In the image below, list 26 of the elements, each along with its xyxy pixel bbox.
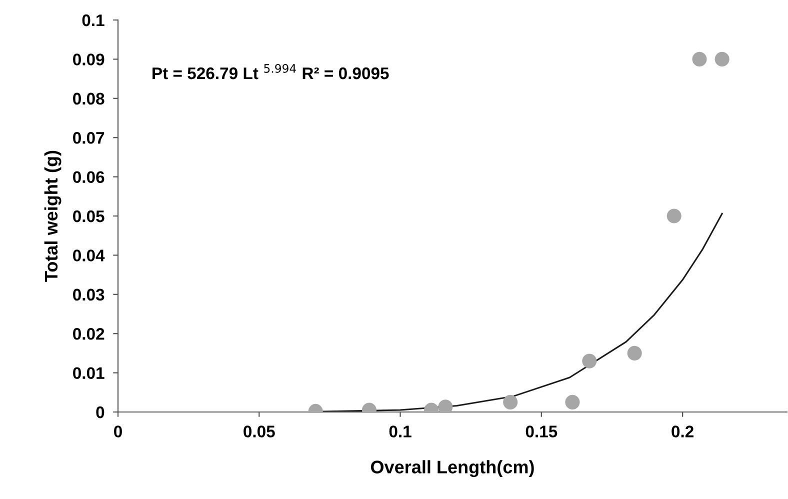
y-tick-label: 0.08	[73, 92, 104, 105]
y-tick-label: 0.04	[73, 250, 105, 262]
point	[666, 208, 682, 224]
x-axis-title: Overall Length(cm)	[370, 460, 534, 478]
y-tick-label: 0.07	[73, 132, 104, 144]
y-tick-label: 0.06	[73, 171, 104, 184]
point	[565, 394, 580, 410]
y-tick-label: 0.09	[73, 54, 104, 66]
y-tick-label: 0.05	[73, 210, 104, 222]
y-tick-label: 0.02	[73, 328, 104, 340]
point	[714, 52, 730, 66]
y-tick-label: 0.03	[73, 288, 104, 301]
point	[582, 354, 597, 368]
annotation: Pt = 526.79 Lt $^{5.994}$ R² = 0.9095	[152, 64, 389, 80]
point	[692, 52, 707, 66]
y-axis-title: Total weight (g)	[44, 150, 62, 282]
y-tick-label: 0	[96, 406, 104, 418]
x-tick-label: 0.05	[244, 426, 275, 438]
y-tick-label: 0.01	[73, 367, 104, 380]
point	[503, 394, 518, 410]
x-tick-label: 0	[114, 426, 122, 438]
x-tick-label: 0.15	[526, 426, 558, 438]
x-tick-label: 0.1	[389, 426, 412, 438]
y-tick-label: 0.1	[82, 14, 104, 26]
point	[627, 346, 642, 360]
x-tick-label: 0.2	[672, 426, 694, 438]
